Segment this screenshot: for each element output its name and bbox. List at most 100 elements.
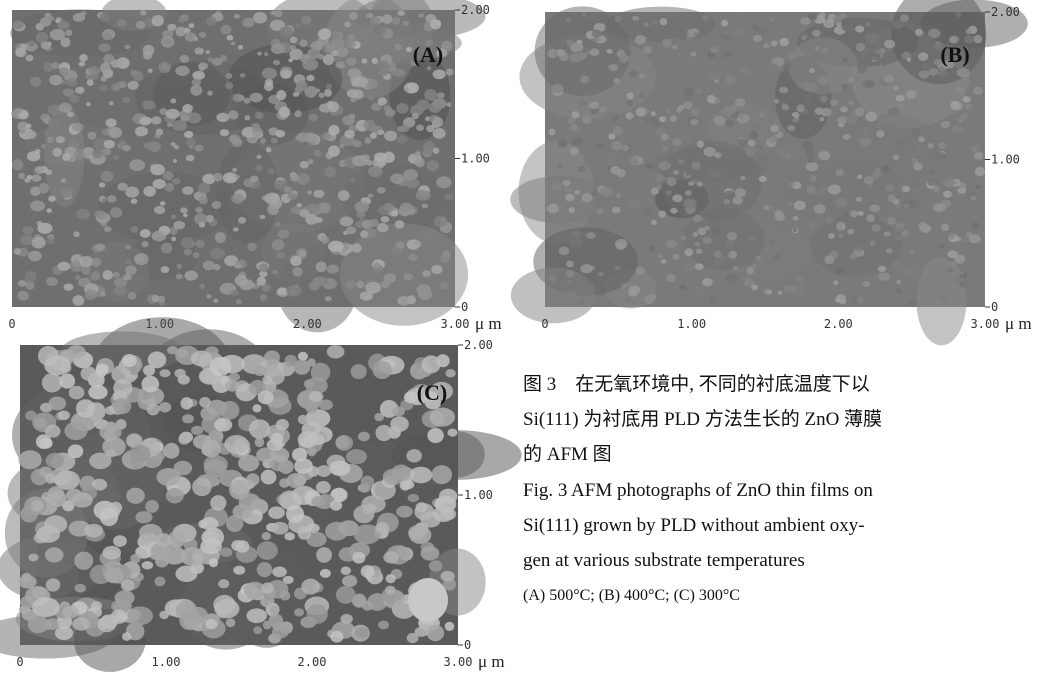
afm-grain xyxy=(200,538,222,554)
afm-grain xyxy=(48,118,62,128)
afm-grain xyxy=(226,35,233,41)
afm-grain xyxy=(871,224,880,232)
afm-grain xyxy=(747,214,751,218)
afm-grain xyxy=(841,84,848,90)
afm-grain xyxy=(712,282,722,291)
afm-grain xyxy=(199,222,206,228)
afm-grain xyxy=(666,240,677,249)
afm-grain xyxy=(238,45,243,50)
afm-grain xyxy=(336,586,356,604)
afm-grain xyxy=(233,566,245,575)
afm-grain xyxy=(909,249,915,254)
afm-grain xyxy=(69,94,79,103)
afm-grain xyxy=(52,148,62,157)
afm-grain xyxy=(72,493,93,508)
afm-grain xyxy=(86,102,90,106)
afm-grain xyxy=(412,113,419,120)
afm-grain xyxy=(103,546,121,560)
afm-grain xyxy=(330,500,342,511)
afm-grain xyxy=(75,275,81,280)
afm-grain xyxy=(440,254,450,264)
afm-grain xyxy=(177,264,183,269)
afm-grain xyxy=(31,500,43,512)
afm-grain xyxy=(598,272,604,276)
afm-grain xyxy=(794,201,806,211)
afm-grain xyxy=(938,142,945,149)
afm-grain xyxy=(821,108,832,117)
afm-grain xyxy=(649,246,655,252)
afm-grain xyxy=(907,58,911,62)
afm-grain xyxy=(384,105,392,111)
afm-grain xyxy=(361,495,385,513)
afm-grain xyxy=(309,281,320,290)
afm-grain xyxy=(702,15,708,21)
afm-grain xyxy=(422,270,431,277)
afm-grain xyxy=(756,25,768,34)
panel-label: (B) xyxy=(940,42,969,67)
caption-zh: 图 3 在无氧环境中, 不同的衬底温度下以 xyxy=(523,373,870,395)
afm-grain xyxy=(299,40,307,48)
afm-grain xyxy=(276,90,286,100)
afm-grain xyxy=(356,281,364,289)
caption-en: gen at various substrate temperatures xyxy=(523,550,805,571)
afm-grain xyxy=(41,42,51,50)
afm-grain xyxy=(864,176,874,184)
afm-grain xyxy=(244,115,250,120)
afm-grain xyxy=(122,632,131,641)
afm-grain xyxy=(84,524,103,538)
afm-grain xyxy=(856,43,866,52)
afm-grain xyxy=(109,101,114,105)
afm-grain xyxy=(973,87,983,95)
afm-grain xyxy=(247,242,257,251)
afm-grain xyxy=(194,145,203,152)
afm-grain xyxy=(848,100,855,105)
afm-grain xyxy=(949,234,955,239)
afm-grain xyxy=(552,83,564,93)
afm-grain xyxy=(938,293,948,302)
afm-grain xyxy=(691,161,700,169)
afm-grain xyxy=(64,422,87,440)
afm-grain xyxy=(265,79,273,87)
afm-grain xyxy=(190,85,202,96)
afm-grain xyxy=(702,278,713,286)
afm-grain xyxy=(271,433,283,443)
afm-grain xyxy=(876,130,884,137)
afm-grain xyxy=(839,249,844,253)
afm-grain xyxy=(769,239,776,244)
afm-grain xyxy=(155,133,161,138)
afm-grain xyxy=(377,130,384,135)
afm-grain xyxy=(883,75,893,83)
afm-grain xyxy=(694,242,700,247)
afm-grain xyxy=(570,238,582,247)
afm-grain xyxy=(112,272,119,278)
afm-grain xyxy=(66,78,77,86)
afm-grain xyxy=(325,522,348,541)
afm-grain xyxy=(895,222,904,229)
afm-grain xyxy=(659,116,666,122)
afm-grain xyxy=(297,133,309,143)
afm-grain xyxy=(672,194,682,202)
afm-grain xyxy=(284,186,292,193)
afm-grain xyxy=(165,67,170,72)
afm-grain xyxy=(88,385,107,399)
afm-grain xyxy=(615,16,622,23)
afm-grain xyxy=(726,119,734,127)
afm-grain xyxy=(40,438,53,449)
afm-grain xyxy=(171,215,176,219)
afm-grain xyxy=(636,267,645,275)
afm-grain xyxy=(219,401,239,420)
afm-grain xyxy=(175,566,197,582)
afm-grain xyxy=(102,32,112,40)
afm-grain xyxy=(378,621,389,630)
afm-grain xyxy=(372,58,378,64)
afm-grain xyxy=(75,584,86,593)
x-tick-label: 2.00 xyxy=(824,317,853,331)
afm-grain xyxy=(12,159,23,170)
afm-grain xyxy=(600,301,606,305)
afm-grain xyxy=(659,161,671,171)
afm-grain xyxy=(622,145,629,151)
afm-grain xyxy=(684,88,695,97)
afm-grain xyxy=(563,180,571,186)
afm-grain xyxy=(144,142,154,149)
afm-grain xyxy=(685,190,692,195)
